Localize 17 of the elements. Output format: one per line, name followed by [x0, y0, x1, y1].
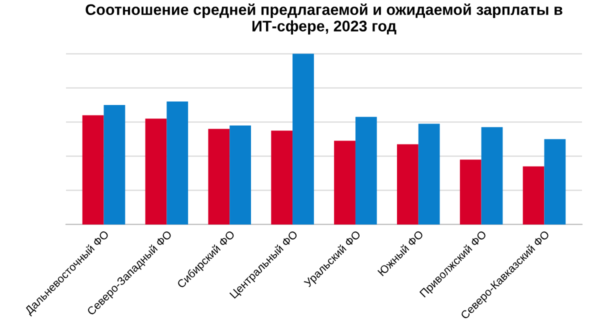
bar	[544, 139, 566, 224]
bar	[418, 124, 440, 224]
bar	[104, 104, 126, 224]
bar	[481, 127, 503, 224]
bar	[230, 125, 252, 224]
bar	[145, 118, 167, 224]
bar	[82, 115, 104, 224]
bar	[166, 102, 188, 224]
bar	[355, 116, 377, 224]
chart-title: Соотношение средней предлагаемой и ожидаемой зарплаты в ИТ-сфере, 2023 год	[86, 4, 562, 35]
bar	[522, 166, 544, 224]
bar	[460, 160, 482, 224]
bar	[208, 128, 230, 224]
bar	[396, 144, 418, 224]
bar	[292, 54, 314, 224]
bar	[271, 130, 293, 224]
bar	[334, 140, 356, 224]
